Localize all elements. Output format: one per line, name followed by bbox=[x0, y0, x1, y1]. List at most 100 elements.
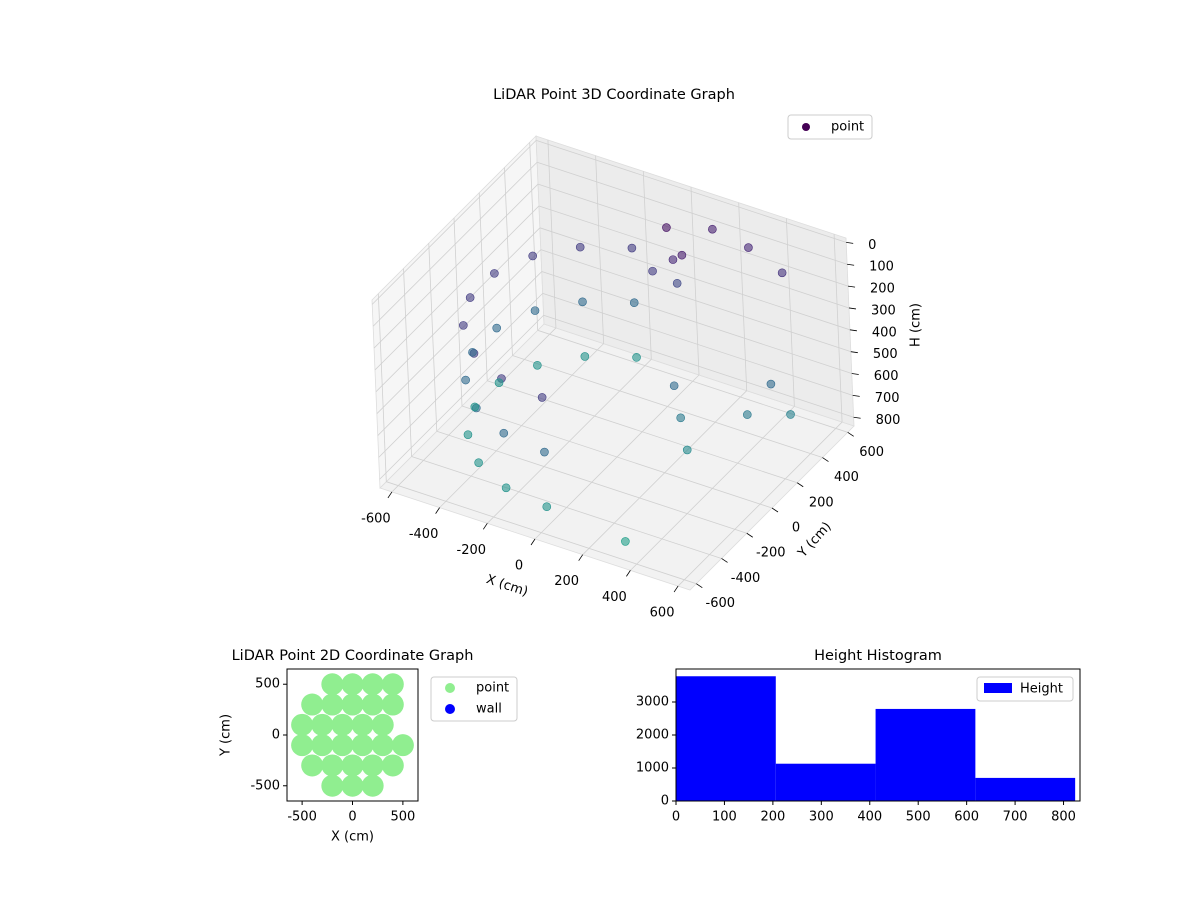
chart-2d: point wall -500 0 500 -500 0 500 X (cm) Y (cm) LiD… bbox=[219, 648, 518, 845]
point bbox=[351, 713, 374, 736]
legend-marker bbox=[445, 704, 455, 714]
grid-line bbox=[785, 218, 795, 407]
point bbox=[632, 353, 641, 362]
point bbox=[629, 298, 639, 308]
point bbox=[381, 673, 404, 696]
point bbox=[578, 297, 587, 307]
tick-mark bbox=[578, 554, 584, 561]
point bbox=[468, 347, 477, 357]
y-tick-label: 0 bbox=[661, 794, 669, 809]
point bbox=[530, 306, 540, 315]
y-tick-label: -200 bbox=[756, 546, 786, 561]
point bbox=[677, 250, 687, 260]
bar bbox=[775, 763, 876, 801]
point bbox=[501, 483, 511, 493]
tick-mark bbox=[771, 507, 779, 513]
point bbox=[528, 251, 537, 261]
tick-mark bbox=[721, 558, 728, 563]
chart-3d: -600-400-2000200400600-600-400-200020040… bbox=[361, 87, 923, 621]
grid-line bbox=[504, 167, 513, 356]
y-tick-label: 600 bbox=[859, 445, 884, 460]
y-tick-label: 0 bbox=[792, 521, 800, 536]
grid-line bbox=[376, 249, 542, 414]
point bbox=[341, 673, 364, 696]
x-tick-label: 600 bbox=[954, 810, 979, 825]
point bbox=[331, 713, 354, 736]
point bbox=[361, 693, 384, 716]
point bbox=[676, 413, 685, 423]
point bbox=[744, 243, 753, 252]
legend-marker bbox=[802, 123, 810, 131]
z-tick-label: 300 bbox=[871, 303, 896, 318]
y-tick-label: -600 bbox=[706, 596, 736, 611]
tick-mark bbox=[847, 431, 854, 437]
point bbox=[662, 223, 671, 232]
point bbox=[371, 713, 394, 736]
point bbox=[341, 774, 364, 797]
x-tick-label: 500 bbox=[906, 810, 931, 825]
grid-line bbox=[541, 271, 852, 374]
x-tick-label: 0 bbox=[672, 810, 680, 825]
grid-line bbox=[386, 481, 697, 585]
point bbox=[301, 693, 324, 716]
legend-label: point bbox=[476, 681, 509, 696]
legend-marker bbox=[445, 683, 455, 693]
point bbox=[682, 445, 692, 455]
legend-label: point bbox=[831, 120, 864, 135]
grid-line bbox=[537, 183, 849, 287]
point bbox=[461, 375, 470, 385]
point bbox=[463, 430, 473, 439]
x-tick-label: -400 bbox=[409, 527, 439, 542]
x-tick-label: -600 bbox=[361, 511, 391, 526]
z-tick-label: 500 bbox=[873, 347, 898, 362]
grid-line bbox=[411, 456, 722, 559]
z-tick-label: 100 bbox=[869, 260, 894, 275]
point bbox=[533, 360, 542, 370]
point bbox=[331, 734, 354, 757]
z-tick-label: 600 bbox=[874, 369, 899, 384]
chart-histogram: 0 100 200 300 400 500 600 700 800 0 1000 2000 3000 He… bbox=[636, 648, 1081, 825]
tick-mark bbox=[847, 263, 855, 266]
tick-mark bbox=[851, 373, 859, 375]
z-tick-label: 700 bbox=[875, 391, 900, 406]
legend-label: Height bbox=[1020, 682, 1063, 697]
grid-line bbox=[375, 227, 541, 393]
z-tick-label: 0 bbox=[868, 238, 876, 253]
grid-line bbox=[833, 234, 843, 423]
grid-line bbox=[377, 271, 543, 436]
point bbox=[494, 378, 504, 387]
chart-title: LiDAR Point 2D Coordinate Graph bbox=[232, 648, 474, 664]
x-tick-label: 0 bbox=[348, 810, 356, 825]
x-tick-label: 300 bbox=[809, 810, 834, 825]
x-tick-label: 800 bbox=[1051, 810, 1076, 825]
point bbox=[668, 255, 678, 264]
grid-line bbox=[372, 161, 538, 327]
point bbox=[777, 268, 787, 278]
chart-title: LiDAR Point 3D Coordinate Graph bbox=[493, 87, 735, 103]
x-tick-label: 600 bbox=[650, 606, 675, 621]
point bbox=[465, 293, 475, 302]
tick-mark bbox=[848, 307, 857, 310]
grid-line bbox=[540, 249, 851, 353]
x-tick-label: 200 bbox=[760, 810, 785, 825]
grid-line bbox=[461, 405, 773, 509]
z-axis-label: H (cm) bbox=[909, 303, 924, 347]
point bbox=[621, 537, 630, 546]
point bbox=[291, 734, 314, 757]
point bbox=[490, 269, 499, 278]
x-tick-label: -200 bbox=[457, 543, 487, 558]
point bbox=[341, 754, 364, 777]
chart-title: Height Histogram bbox=[814, 648, 942, 664]
point bbox=[499, 428, 509, 438]
y-tick-label: -400 bbox=[731, 571, 761, 586]
y-axis-label: Y (cm) bbox=[219, 714, 234, 757]
legend-label: wall bbox=[476, 702, 502, 717]
point bbox=[580, 352, 590, 361]
point bbox=[492, 323, 502, 333]
grid-line bbox=[378, 293, 543, 458]
tick-mark bbox=[850, 351, 858, 354]
y-tick-label: 0 bbox=[272, 728, 280, 743]
point bbox=[474, 458, 483, 467]
point bbox=[743, 410, 752, 419]
tick-mark bbox=[673, 585, 679, 593]
